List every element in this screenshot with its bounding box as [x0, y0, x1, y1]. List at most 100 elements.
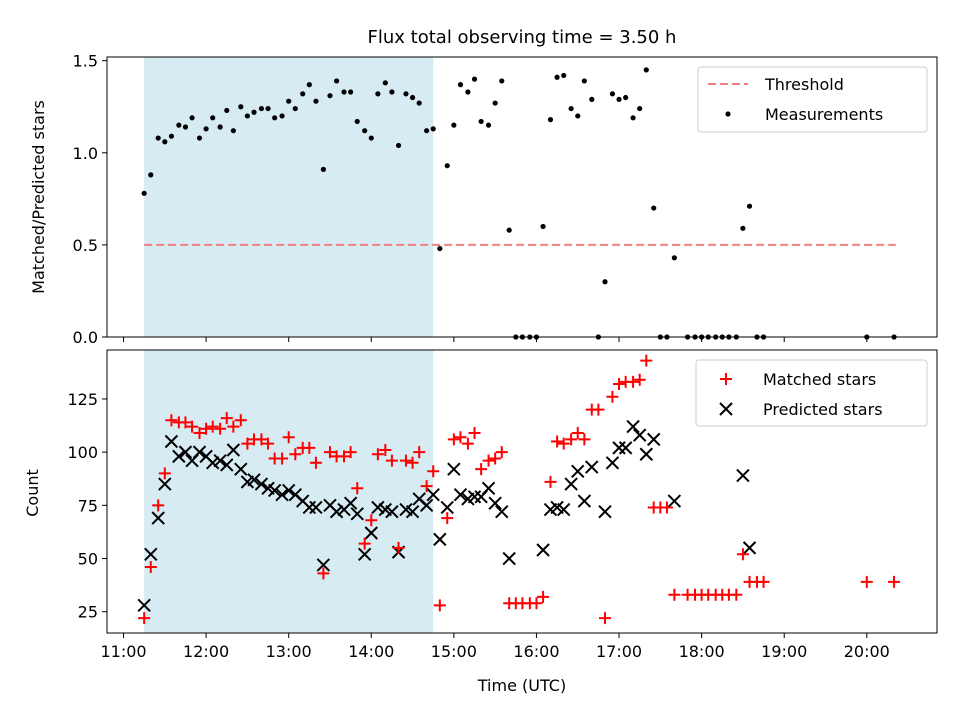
matched-point [344, 446, 357, 459]
predicted-point [564, 477, 578, 491]
predicted-point [267, 483, 282, 498]
bottom-y-tick-label: 125 [67, 390, 98, 409]
matched-point [227, 420, 240, 433]
predicted-point [632, 428, 647, 442]
matched-point [262, 437, 275, 450]
matched-point [606, 390, 619, 403]
predicted-point [639, 447, 654, 461]
measurement-point [485, 122, 492, 128]
legend-matched-label: Matched stars [763, 370, 876, 389]
predicted-point [612, 441, 626, 455]
measurement-point [409, 94, 416, 101]
measurement-point [554, 74, 560, 80]
predicted-point [585, 460, 599, 474]
matched-point [736, 548, 749, 561]
matched-point [358, 537, 371, 550]
measurement-point [671, 255, 677, 261]
measurement-point [506, 227, 512, 233]
legend-matched-marker [720, 373, 732, 385]
matched-point [860, 575, 873, 588]
measurement-point [341, 89, 347, 95]
measurement-point [609, 91, 616, 97]
measurement-point [238, 104, 244, 110]
bottom-plot-frame [106, 349, 938, 634]
bottom-y-axis-label: Count [23, 469, 42, 517]
measurement-point [300, 91, 306, 97]
matched-point [468, 426, 481, 439]
bottom-x-tick-label: 14:00 [348, 642, 394, 661]
measurement-point [589, 96, 595, 102]
measurement-point [547, 117, 554, 123]
matched-point [138, 612, 151, 625]
top-y-tick-label: 0.5 [73, 236, 98, 255]
predicted-point [350, 507, 364, 521]
measurement-point [651, 205, 657, 211]
bottom-y-tick-label: 100 [67, 443, 98, 462]
top-y-tick-label: 1.5 [73, 52, 98, 71]
measurement-point [333, 78, 340, 84]
measurement-point [643, 67, 649, 73]
measurement-point [258, 105, 265, 112]
matched-point [495, 446, 508, 459]
measurement-point [389, 89, 395, 95]
predicted-point [144, 547, 158, 561]
predicted-point [447, 462, 461, 476]
predicted-point [164, 434, 179, 449]
matched-point [165, 414, 178, 427]
predicted-point [419, 498, 434, 513]
predicted-point [247, 473, 261, 487]
matched-point [303, 441, 316, 454]
predicted-point [158, 477, 172, 491]
matched-point [454, 431, 467, 444]
matched-point [399, 454, 412, 467]
measurement-point [196, 135, 203, 141]
bottom-y-tick-label: 25 [78, 603, 98, 622]
x-axis-label: Time (UTC) [477, 676, 566, 695]
predicted-point [234, 462, 248, 476]
predicted-point [495, 505, 509, 519]
predicted-point [213, 453, 227, 468]
matched-point [627, 375, 640, 388]
predicted-point [605, 456, 620, 470]
top-plot-frame [106, 56, 938, 338]
matched-point [200, 422, 213, 435]
matched-point [557, 437, 570, 450]
predicted-point [385, 505, 399, 519]
bottom-x-tick-label: 18:00 [679, 642, 725, 661]
measurement-point [265, 105, 271, 112]
measurement-point [740, 225, 746, 231]
matched-point [427, 465, 440, 478]
measurement-point [581, 78, 587, 84]
measurement-point [575, 113, 581, 119]
matched-point [186, 420, 199, 433]
measurement-point [437, 245, 443, 252]
predicted-point [275, 487, 289, 502]
predicted-point [281, 483, 296, 498]
measurement-point [568, 105, 574, 112]
matched-point [323, 446, 336, 459]
top-legend: Threshold Measurements [697, 66, 928, 133]
predicted-point [254, 477, 269, 491]
measurement-point [616, 96, 622, 102]
matched-point [385, 454, 398, 467]
measurement-point [327, 93, 333, 99]
top-y-axis-label: Matched/Predicted stars [29, 100, 48, 294]
matched-point [730, 588, 743, 601]
measurement-point [451, 122, 457, 128]
measurement-point [540, 223, 546, 230]
matched-point [158, 467, 171, 480]
predicted-point [172, 449, 186, 464]
matched-point [241, 437, 254, 450]
matched-point [571, 426, 584, 439]
measurement-point [210, 115, 216, 121]
predicted-point [577, 494, 592, 508]
predicted-point [647, 432, 661, 447]
measurement-point [362, 128, 368, 134]
measurement-point [492, 100, 498, 106]
predicted-point [137, 598, 151, 613]
predicted-point [226, 443, 241, 457]
measurement-point [230, 128, 236, 134]
predicted-point [618, 441, 633, 455]
predicted-point [502, 551, 516, 566]
